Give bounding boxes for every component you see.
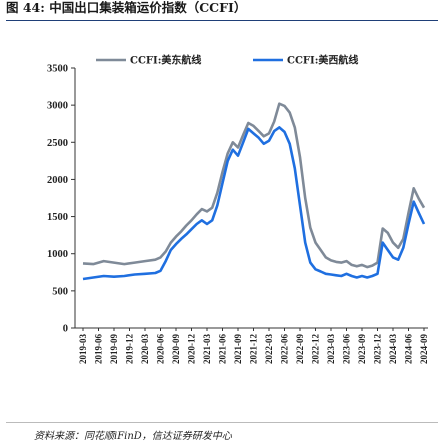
legend-label-us-east: CCFI:美东航线 bbox=[130, 54, 201, 67]
x-tick-label: 2020-03 bbox=[140, 334, 150, 364]
y-tick-label: 1000 bbox=[47, 249, 68, 260]
y-tick-label: 0 bbox=[63, 324, 68, 335]
legend-label-us-west: CCFI:美西航线 bbox=[287, 54, 358, 67]
x-tick-label: 2021-03 bbox=[202, 334, 212, 364]
x-tick-label: 2021-06 bbox=[218, 334, 228, 364]
x-tick-label: 2022-09 bbox=[295, 334, 305, 364]
bottom-rule bbox=[6, 422, 438, 423]
x-tick-label: 2020-12 bbox=[187, 334, 197, 364]
x-tick-label: 2019-09 bbox=[109, 334, 119, 364]
x-tick-label: 2023-03 bbox=[326, 334, 336, 364]
x-tick-label: 2022-06 bbox=[280, 334, 290, 364]
y-tick-label: 3000 bbox=[47, 101, 68, 112]
y-tick-label: 3500 bbox=[47, 64, 68, 75]
series-line-us-east bbox=[82, 102, 426, 269]
x-tick-label: 2020-06 bbox=[156, 334, 166, 364]
series-line-us-west bbox=[82, 126, 426, 281]
x-tick-label: 2020-09 bbox=[171, 334, 181, 364]
x-tick-label: 2023-12 bbox=[373, 334, 383, 364]
y-tick-label: 2000 bbox=[47, 175, 68, 186]
x-tick-label: 2024-06 bbox=[404, 334, 414, 364]
figure-title: 图 44: 中国出口集装箱运价指数（CCFI） bbox=[6, 0, 438, 21]
x-tick-label: 2021-09 bbox=[233, 334, 243, 364]
y-tick-label: 500 bbox=[52, 286, 68, 297]
x-tick-label: 2022-03 bbox=[264, 334, 274, 364]
x-tick-label: 2019-03 bbox=[78, 334, 88, 364]
x-tick-label: 2021-12 bbox=[249, 334, 259, 364]
x-tick-label: 2023-09 bbox=[357, 334, 367, 364]
figure-title-text: 中国出口集装箱运价指数（CCFI） bbox=[49, 0, 247, 15]
x-tick-label: 2019-12 bbox=[125, 334, 135, 364]
y-tick-label: 2500 bbox=[47, 138, 68, 149]
x-tick-label: 2022-12 bbox=[311, 334, 321, 364]
x-tick-label: 2024-09 bbox=[419, 334, 429, 364]
x-tick-label: 2019-06 bbox=[94, 334, 104, 364]
x-tick-label: 2024-03 bbox=[388, 334, 398, 364]
x-tick-label: 2023-06 bbox=[342, 334, 352, 364]
y-tick-label: 1500 bbox=[47, 212, 68, 223]
figure-number: 图 44: bbox=[6, 0, 45, 15]
source-note: 资料来源：同花顺iFinD，信达证券研发中心 bbox=[34, 431, 232, 442]
